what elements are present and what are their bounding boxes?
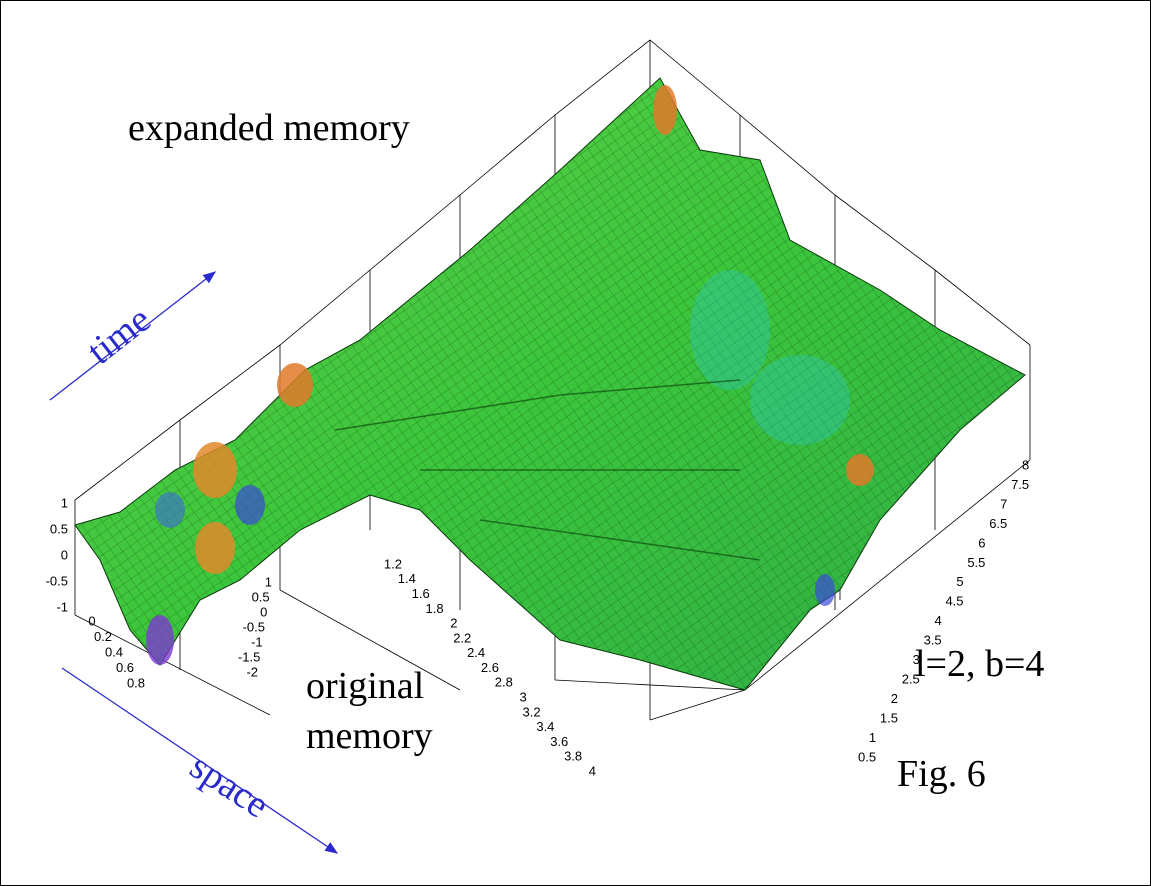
tick-label: 2.2 — [453, 630, 471, 645]
tick-label: 3.2 — [522, 704, 540, 719]
tick-label: 8 — [1022, 457, 1029, 472]
tick-label: 1.4 — [398, 571, 416, 586]
tick-label: 1 — [61, 495, 68, 510]
tick-label: 0.5 — [252, 589, 270, 604]
tick-label: 1.6 — [412, 586, 430, 601]
tick-label: -0.5 — [243, 619, 265, 634]
tick-label: 4 — [589, 763, 596, 778]
tick-label: 0.4 — [105, 644, 123, 659]
tick-label: 3.8 — [564, 749, 582, 764]
tick-label: 4.5 — [945, 594, 963, 609]
space-label: space — [183, 745, 277, 826]
surface — [75, 78, 1025, 690]
tick-label: 2.4 — [467, 645, 485, 660]
tick-label: 0.6 — [116, 660, 134, 675]
tick-label: 3.4 — [536, 719, 554, 734]
tick-label: -1.5 — [238, 649, 260, 664]
tick-label: -1 — [251, 634, 263, 649]
tick-label: -1 — [56, 599, 68, 614]
tick-label: 1.5 — [880, 711, 898, 726]
tick-label: 6 — [978, 535, 985, 550]
tick-label: 0 — [61, 547, 68, 562]
tick-label: -2 — [246, 664, 258, 679]
tick-label: 2.6 — [481, 660, 499, 675]
tick-label: 7.5 — [1011, 477, 1029, 492]
tick-label: 1.2 — [384, 556, 402, 571]
tick-label: 2.5 — [902, 672, 920, 687]
tick-label: 4 — [935, 613, 942, 628]
figure-label: Fig. 6 — [897, 753, 986, 795]
tick-label: 2 — [450, 616, 457, 631]
tick-label: 3 — [913, 652, 920, 667]
original-label: memory — [306, 715, 433, 757]
tick-label: 1.8 — [425, 601, 443, 616]
tick-label: 0 — [260, 604, 267, 619]
tick-label: 0.5 — [50, 521, 68, 536]
tick-label: 0.2 — [94, 629, 112, 644]
tick-label: 3.5 — [924, 633, 942, 648]
tick-label: 5.5 — [967, 555, 985, 570]
time-label: time — [80, 298, 159, 373]
tick-label: 7 — [1000, 496, 1007, 511]
tick-label: 2 — [891, 691, 898, 706]
tick-label: 5 — [956, 574, 963, 589]
tick-label: 3 — [519, 690, 526, 705]
params-label: l=2, b=4 — [915, 643, 1044, 685]
tick-label: 0 — [88, 613, 95, 628]
tick-label: 1 — [265, 574, 272, 589]
tick-label: -0.5 — [46, 573, 68, 588]
tick-label: 3.6 — [550, 734, 568, 749]
original-label: original — [306, 665, 424, 707]
tick-label: 0.8 — [127, 675, 145, 690]
tick-label: 6.5 — [989, 516, 1007, 531]
tick-label: 2.8 — [495, 675, 513, 690]
tick-label: 0.5 — [858, 749, 876, 764]
figure: expanded memory time space original memo… — [0, 0, 1151, 886]
expanded-label: expanded memory — [128, 107, 410, 149]
tick-label: 1 — [869, 730, 876, 745]
